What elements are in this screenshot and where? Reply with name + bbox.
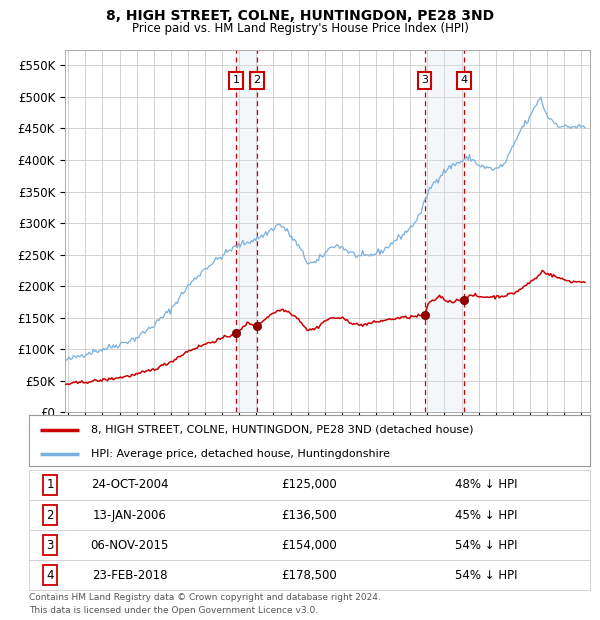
- Text: 8, HIGH STREET, COLNE, HUNTINGDON, PE28 3ND (detached house): 8, HIGH STREET, COLNE, HUNTINGDON, PE28 …: [91, 425, 473, 435]
- Text: 24-OCT-2004: 24-OCT-2004: [91, 479, 169, 492]
- Text: 4: 4: [461, 76, 467, 86]
- Bar: [236, 50, 257, 412]
- Text: 2: 2: [46, 508, 54, 521]
- Text: 4: 4: [46, 569, 54, 582]
- Text: 54% ↓ HPI: 54% ↓ HPI: [455, 569, 518, 582]
- Text: Contains HM Land Registry data © Crown copyright and database right 2024.: Contains HM Land Registry data © Crown c…: [29, 593, 380, 602]
- Text: 1: 1: [46, 479, 54, 492]
- Text: 23-FEB-2018: 23-FEB-2018: [92, 569, 167, 582]
- Bar: [425, 50, 464, 412]
- Text: 2: 2: [253, 76, 260, 86]
- Text: 1: 1: [232, 76, 239, 86]
- Text: This data is licensed under the Open Government Licence v3.0.: This data is licensed under the Open Gov…: [29, 606, 318, 616]
- Text: 13-JAN-2006: 13-JAN-2006: [93, 508, 167, 521]
- Text: £125,000: £125,000: [281, 479, 337, 492]
- Text: HPI: Average price, detached house, Huntingdonshire: HPI: Average price, detached house, Hunt…: [91, 448, 389, 459]
- Text: 3: 3: [46, 539, 54, 552]
- Text: £178,500: £178,500: [281, 569, 337, 582]
- Text: £136,500: £136,500: [281, 508, 337, 521]
- Text: 3: 3: [421, 76, 428, 86]
- Text: 06-NOV-2015: 06-NOV-2015: [91, 539, 169, 552]
- Text: 8, HIGH STREET, COLNE, HUNTINGDON, PE28 3ND: 8, HIGH STREET, COLNE, HUNTINGDON, PE28 …: [106, 9, 494, 23]
- Text: 48% ↓ HPI: 48% ↓ HPI: [455, 479, 518, 492]
- Text: Price paid vs. HM Land Registry's House Price Index (HPI): Price paid vs. HM Land Registry's House …: [131, 22, 469, 35]
- Text: £154,000: £154,000: [281, 539, 337, 552]
- Text: 54% ↓ HPI: 54% ↓ HPI: [455, 539, 518, 552]
- Text: 45% ↓ HPI: 45% ↓ HPI: [455, 508, 518, 521]
